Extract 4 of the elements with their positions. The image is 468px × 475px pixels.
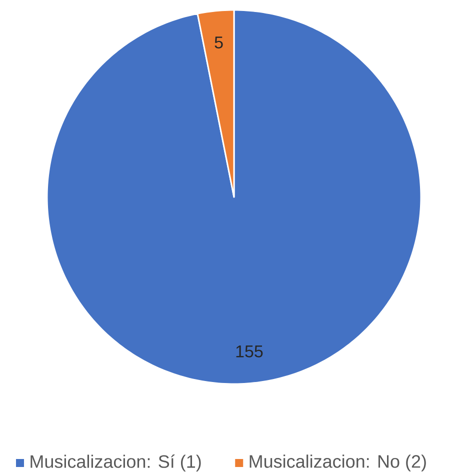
legend-label: Musicalizacion: No (2) [250, 454, 426, 472]
data-label: 5 [214, 36, 223, 48]
data-label: 155 [236, 346, 263, 358]
legend-label: Musicalizacion: Sí (1) [30, 454, 201, 472]
